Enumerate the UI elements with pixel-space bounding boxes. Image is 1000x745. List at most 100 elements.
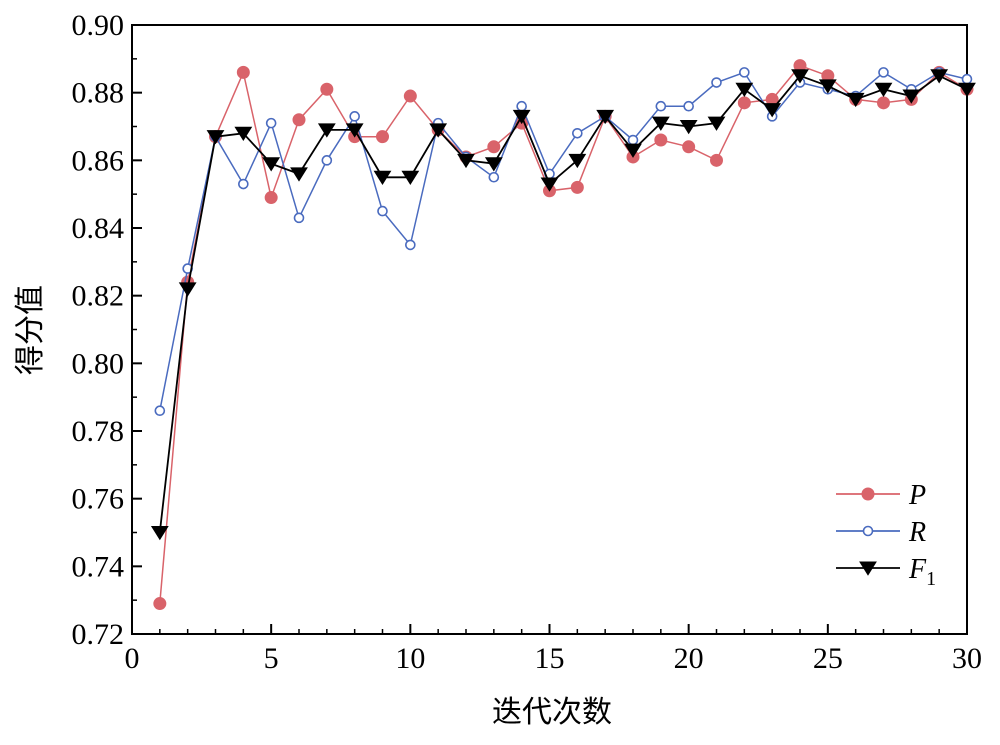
data-point-F1 [234,126,253,142]
data-point-P [570,180,584,194]
data-point-P [236,65,250,79]
data-point-F1 [679,120,698,135]
legend-marker [862,525,874,537]
data-point-R [349,111,360,122]
y-axis-ticks: 0.72 0.74 0.76 0.78 0.80 0.82 0.84 0.86 0.88 0.90 [72,9,142,651]
legend-item-F1: F1 [836,554,936,590]
y-tick-label: 0.84 [72,212,125,245]
data-point-F1 [874,82,893,98]
data-point-F1 [568,153,587,169]
series-F1 [150,69,976,541]
data-point-R [293,212,305,224]
data-point-R [265,117,277,129]
data-point-F1 [429,123,448,138]
data-point-F1 [401,170,420,185]
y-tick-label: 0.88 [72,77,125,110]
data-point-P [403,89,417,103]
x-tick-label: 30 [952,642,982,675]
data-point-P [264,191,278,205]
y-tick-label: 0.76 [72,483,125,516]
data-point-R [488,171,500,183]
data-point-F1 [317,123,336,138]
data-point-P [682,140,696,154]
series-R [154,67,973,417]
data-point-F1 [540,177,559,192]
data-point-R [321,155,333,166]
series-layer [150,59,976,611]
data-point-F1 [457,153,475,169]
data-point-P [487,140,501,154]
data-point-F1 [651,116,670,131]
legend: PR F1 [836,480,936,590]
data-point-P [376,130,389,144]
y-tick-label: 0.90 [72,9,125,42]
data-point-F1 [150,526,169,541]
legend-marker [861,487,875,501]
data-point-R [516,100,527,112]
x-tick-label: 25 [813,642,843,675]
legend-label: F1 [908,554,936,590]
data-point-P [153,597,167,611]
data-point-R [405,239,416,251]
legend-item-P: P [836,480,926,511]
data-point-F1 [763,103,782,118]
data-point-F1 [624,143,642,158]
data-point-P [737,96,751,110]
y-tick-label: 0.80 [72,347,125,380]
data-point-R [627,134,639,146]
y-tick-label: 0.78 [72,415,125,448]
y-tick-label: 0.82 [72,280,125,313]
x-tick-label: 5 [264,642,279,675]
x-axis-title: 迭代次数 [492,695,612,730]
series-line-R [159,71,968,411]
data-point-R [154,405,166,417]
data-point-F1 [345,123,364,138]
data-point-F1 [178,282,197,297]
data-point-F1 [735,82,754,98]
data-point-P [654,133,668,147]
y-tick-label: 0.72 [72,618,125,651]
data-point-F1 [512,109,531,125]
data-point-F1 [596,109,615,125]
x-tick-label: 20 [674,642,704,675]
data-point-F1 [930,69,949,84]
data-point-F1 [958,82,976,98]
data-point-F1 [484,157,503,172]
data-point-R [878,67,889,78]
x-tick-label: 10 [395,642,425,675]
legend-marker [859,561,877,576]
data-point-F1 [902,89,921,104]
legend-label: R [908,517,926,548]
plot-frame [131,24,968,635]
data-point-P [710,153,723,167]
x-tick-label: 0 [125,642,140,675]
data-point-R [739,67,750,78]
x-tick-label: 15 [535,642,565,675]
data-point-P [877,96,890,110]
legend-item-R: R [836,517,926,548]
series-line-P [159,64,968,604]
data-point-R [683,100,694,112]
data-point-R [711,77,722,88]
plot-border [131,24,968,635]
y-axis-title: 得分值 [13,285,48,375]
data-point-F1 [846,92,865,108]
data-point-R [572,127,583,139]
data-point-F1 [818,79,837,94]
data-point-F1 [707,116,726,131]
data-point-F1 [290,167,308,182]
y-tick-label: 0.86 [72,144,125,177]
data-point-P [292,113,306,127]
data-point-R [238,178,249,190]
legend-label: P [908,480,926,511]
data-point-P [320,82,334,96]
data-point-R [655,100,667,112]
data-point-R [961,73,973,85]
data-point-F1 [791,69,809,84]
data-point-F1 [206,130,225,145]
series-line-F1 [158,74,968,533]
data-point-F1 [262,157,281,172]
data-point-F1 [373,170,392,185]
data-point-R [377,205,388,217]
